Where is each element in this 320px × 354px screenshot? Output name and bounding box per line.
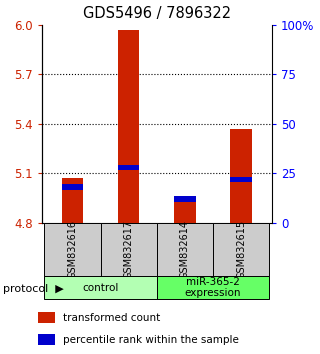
Bar — [118, 30, 140, 223]
Bar — [62, 184, 83, 190]
Bar — [157, 276, 269, 299]
Bar — [230, 177, 252, 182]
Bar — [230, 129, 252, 223]
Text: control: control — [83, 282, 119, 293]
Text: GSM832617: GSM832617 — [124, 220, 134, 279]
Bar — [157, 223, 213, 276]
Bar — [118, 165, 140, 170]
Text: GSM832614: GSM832614 — [180, 220, 190, 279]
Title: GDS5496 / 7896322: GDS5496 / 7896322 — [83, 6, 231, 21]
Text: GSM832615: GSM832615 — [236, 220, 246, 279]
Text: transformed count: transformed count — [63, 313, 160, 323]
Bar — [100, 223, 157, 276]
Text: percentile rank within the sample: percentile rank within the sample — [63, 335, 239, 345]
Text: miR-365-2
expression: miR-365-2 expression — [185, 277, 241, 298]
Text: GSM832616: GSM832616 — [68, 220, 77, 279]
Bar — [38, 312, 54, 323]
Bar — [174, 196, 196, 202]
Bar — [213, 223, 269, 276]
Bar — [44, 276, 157, 299]
Bar — [174, 201, 196, 223]
Text: protocol  ▶: protocol ▶ — [3, 284, 64, 293]
Bar — [62, 178, 83, 223]
Bar — [44, 223, 100, 276]
Bar — [38, 334, 54, 345]
